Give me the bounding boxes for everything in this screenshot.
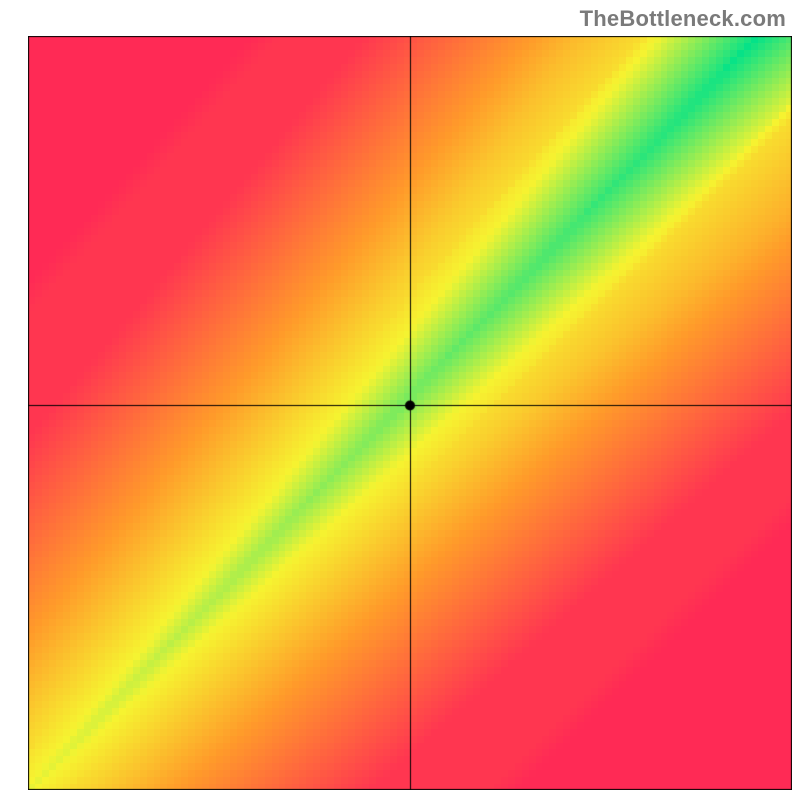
bottleneck-heatmap — [28, 36, 792, 790]
chart-container: { "watermark": { "text": "TheBottleneck.… — [0, 0, 800, 800]
watermark-label: TheBottleneck.com — [580, 6, 786, 32]
